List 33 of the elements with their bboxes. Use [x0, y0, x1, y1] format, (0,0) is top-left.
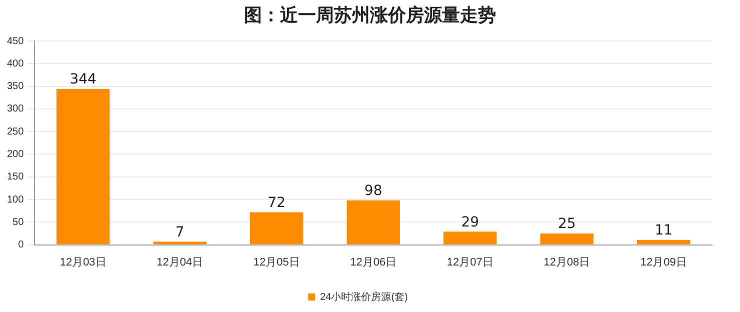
y-tick-label: 100 [6, 194, 24, 206]
bar [443, 232, 497, 244]
y-tick-label: 450 [6, 36, 24, 47]
x-tick-label: 12月08日 [544, 256, 590, 268]
y-tick-label: 350 [6, 81, 24, 92]
bar [153, 242, 206, 244]
bar [637, 240, 690, 244]
bar [540, 233, 594, 244]
x-tick-label: 12月07日 [446, 256, 494, 268]
data-label: 11 [654, 222, 673, 238]
y-tick-label: 400 [6, 58, 24, 70]
x-tick-label: 12月05日 [253, 256, 300, 268]
y-tick-label: 50 [12, 216, 24, 228]
bar [56, 89, 110, 244]
x-tick-label: 12月09日 [640, 256, 687, 268]
data-label: 72 [268, 194, 286, 211]
y-tick-label: 200 [6, 148, 24, 160]
bar [250, 212, 304, 244]
x-tick-label: 12月04日 [156, 256, 204, 268]
y-tick-label: 300 [6, 104, 24, 115]
y-tick-label: 150 [6, 172, 24, 183]
x-tick-label: 12月06日 [350, 256, 397, 268]
legend-label: 24小时涨价房源(套) [320, 290, 408, 303]
data-label: 25 [558, 216, 576, 232]
y-tick-label: 0 [18, 240, 24, 251]
data-label: 98 [364, 183, 382, 200]
y-tick-label: 250 [6, 126, 24, 138]
data-label: 344 [70, 72, 97, 88]
chart-title: 图：近一周苏州涨价房源量走势 [243, 4, 497, 28]
x-tick-label: 12月03日 [60, 256, 106, 268]
data-label: 7 [175, 224, 184, 240]
bar [346, 200, 400, 244]
data-label: 29 [461, 214, 480, 230]
